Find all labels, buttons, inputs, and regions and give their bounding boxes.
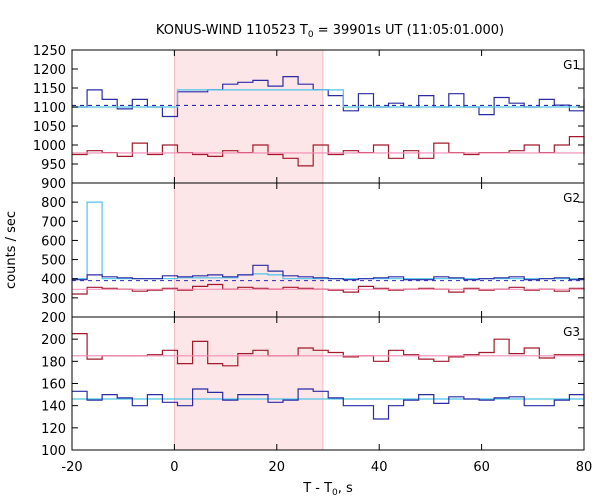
highlight-interval: [174, 50, 323, 450]
g3-y-tick-label: 140: [41, 400, 66, 415]
g2-y-tick-label: 700: [41, 215, 66, 230]
x-tick-label: 20: [269, 460, 286, 475]
x-tick-label: -20: [61, 460, 82, 475]
x-tick-label: 80: [576, 460, 593, 475]
g3-y-tick-label: 200: [41, 333, 66, 348]
g2-panel-tag: G2: [563, 191, 580, 205]
g2-y-tick-label: 800: [41, 196, 66, 211]
g1-y-tick-label: 900: [41, 177, 66, 192]
g2-y-tick-label: 600: [41, 234, 66, 249]
g1-red-step-series: [72, 136, 585, 167]
g2-blue-step-series: [72, 264, 585, 281]
g3-red-step-series: [72, 333, 585, 367]
g1-cyan-step-series: [72, 89, 584, 108]
g1-panel-tag: G1: [563, 58, 580, 72]
g2-red-step-series: [72, 283, 585, 295]
g3-y-tick-label: 180: [41, 355, 66, 370]
g1-panel-frame: [71, 49, 585, 184]
g3-y-tick-label: 100: [41, 444, 66, 459]
g2-y-tick-label: 400: [41, 273, 66, 288]
g2-y-tick-label: 300: [41, 292, 66, 307]
g1-y-tick-label: 1050: [33, 120, 66, 135]
g3-panel-tag: G3: [563, 325, 580, 339]
series-layer: [72, 76, 585, 420]
frame-layer: [71, 49, 585, 451]
chart-title: KONUS-WIND 110523 T0 = 39901s UT (11:05:…: [156, 23, 504, 40]
g2-y-tick-label: 200: [41, 311, 66, 326]
y-axis-label: counts / sec: [4, 211, 19, 289]
g1-y-tick-label: 950: [41, 158, 66, 173]
g1-y-tick-label: 1250: [33, 44, 66, 59]
g3-y-tick-label: 160: [41, 378, 66, 393]
highlight-interval-layer: [173, 50, 324, 450]
g1-y-tick-label: 1100: [33, 101, 66, 116]
x-tick-label: 60: [473, 460, 490, 475]
g1-blue-step-series: [72, 76, 585, 118]
tick-layer: 900950100010501100115012001250G120030040…: [33, 44, 592, 475]
g2-cyan-step-series: [72, 201, 584, 280]
x-tick-label: 0: [170, 460, 178, 475]
g2-panel-frame: [71, 182, 585, 318]
g3-panel-frame: [71, 316, 585, 451]
g3-blue-step-series: [72, 388, 585, 420]
g2-y-tick-label: 500: [41, 254, 66, 269]
x-axis-label: T - T0, s: [302, 481, 353, 498]
g1-y-tick-label: 1000: [33, 139, 66, 154]
g1-y-tick-label: 1200: [33, 63, 66, 78]
g1-y-tick-label: 1150: [33, 82, 66, 97]
g3-y-tick-label: 120: [41, 422, 66, 437]
x-tick-label: 40: [371, 460, 388, 475]
